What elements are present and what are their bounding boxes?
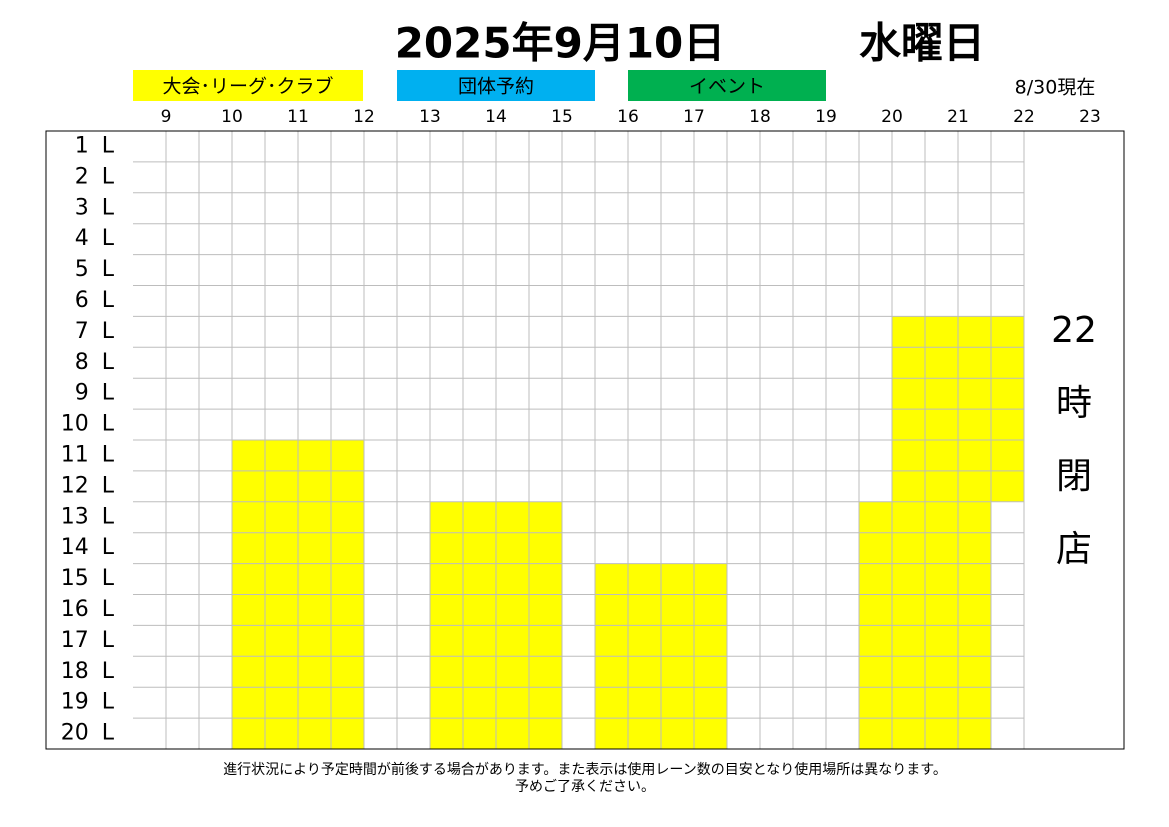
footer-note: 進行状況により予定時間が前後する場合があります。また表示は使用レーン数の目安とな… — [223, 761, 947, 778]
lane-label: 16 L — [61, 597, 115, 622]
legend-swatch — [133, 70, 363, 101]
lane-label: 14 L — [61, 535, 115, 560]
hour-label: 10 — [221, 107, 243, 127]
lane-label: 9 L — [75, 381, 115, 406]
lane-label: 2 L — [75, 164, 115, 189]
legend-swatch — [397, 70, 595, 101]
hour-label: 23 — [1079, 107, 1101, 127]
lane-label: 3 L — [75, 195, 115, 220]
hour-label: 15 — [551, 107, 573, 127]
lane-label: 13 L — [61, 504, 115, 529]
as-of: 8/30現在 — [1015, 77, 1096, 99]
lane-label: 20 L — [61, 721, 115, 746]
lane-label: 5 L — [75, 257, 115, 282]
hour-label: 11 — [287, 107, 309, 127]
lane-label: 15 L — [61, 566, 115, 591]
legend-label: イベント — [689, 76, 765, 98]
lane-label: 12 L — [61, 473, 115, 498]
legend-label: 団体予約 — [458, 76, 534, 98]
grid-frame — [45, 130, 1125, 750]
lane-label: 6 L — [75, 288, 115, 313]
lane-label: 8 L — [75, 350, 115, 375]
hour-label: 19 — [815, 107, 837, 127]
closing-note: 時 — [1056, 383, 1092, 424]
closing-note: 店 — [1056, 529, 1092, 570]
hour-label: 21 — [947, 107, 969, 127]
closing-note: 閉 — [1056, 456, 1092, 497]
legend-label: 大会･リーグ･クラブ — [162, 75, 333, 98]
lane-label: 7 L — [75, 319, 115, 344]
legend-swatch — [628, 70, 826, 101]
lane-label: 4 L — [75, 226, 115, 251]
hour-label: 20 — [881, 107, 903, 127]
lane-label: 17 L — [61, 628, 115, 653]
lane-label: 10 L — [61, 412, 115, 437]
lane-label: 19 L — [61, 690, 115, 715]
weekday: 水曜日 — [859, 19, 985, 68]
lane-label: 11 L — [61, 442, 115, 467]
date-title: 2025年9月10日 — [395, 19, 726, 68]
lane-label: 1 L — [75, 133, 115, 158]
hour-label: 14 — [485, 107, 507, 127]
hour-label: 13 — [419, 107, 441, 127]
footer-note: 予めご了承ください。 — [515, 779, 655, 795]
hour-label: 18 — [749, 107, 771, 127]
lane-label: 18 L — [61, 659, 115, 684]
hour-label: 16 — [617, 107, 639, 127]
hour-label: 9 — [161, 107, 172, 127]
hour-label: 17 — [683, 107, 705, 127]
hour-label: 22 — [1013, 107, 1035, 127]
hour-label: 12 — [353, 107, 375, 127]
closing-note: 22 — [1051, 310, 1097, 351]
